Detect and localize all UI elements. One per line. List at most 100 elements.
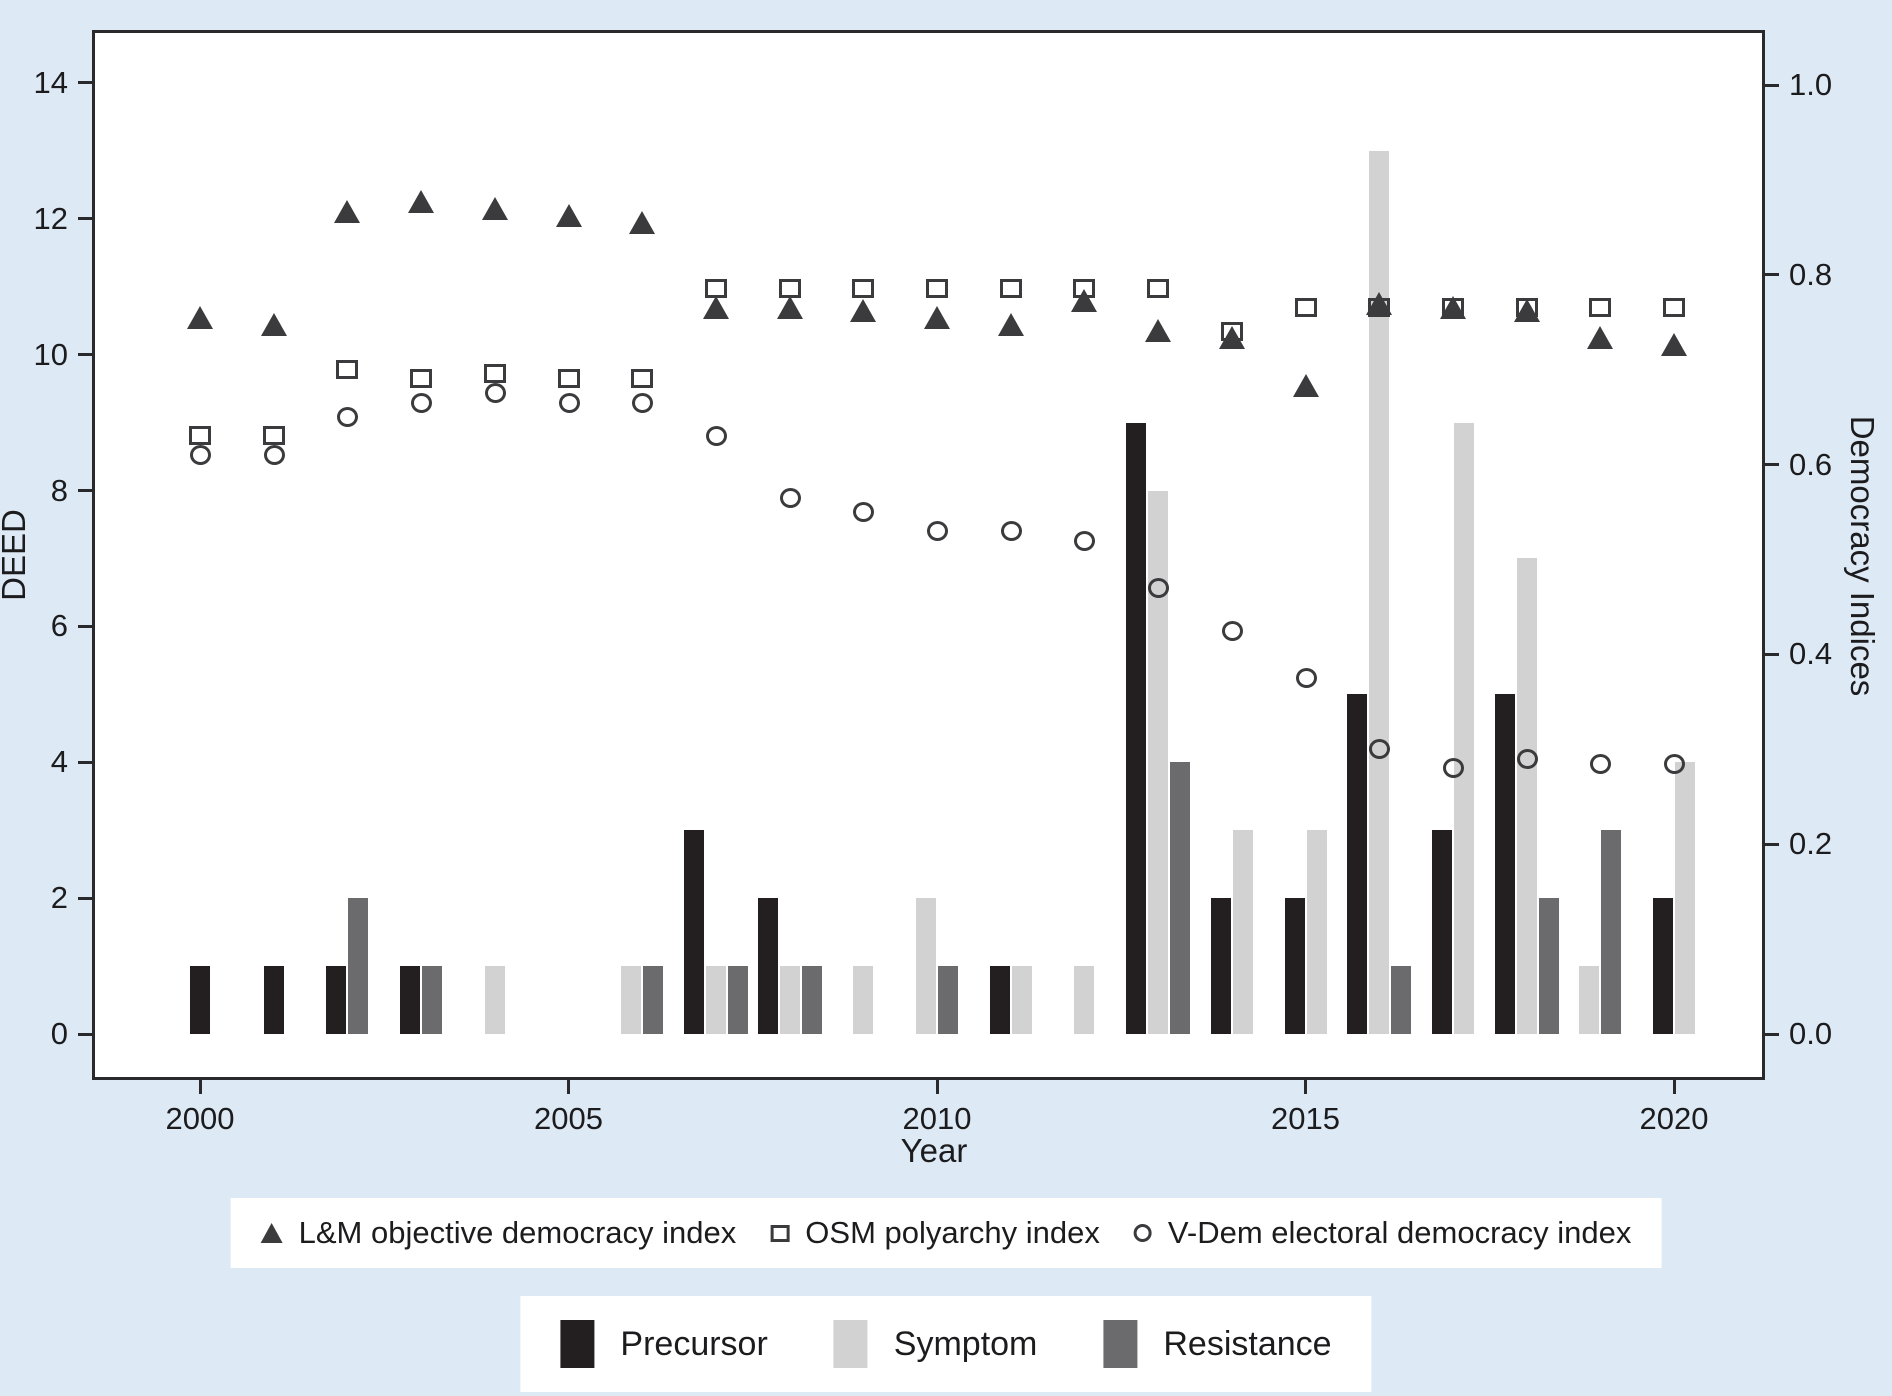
y-left-tick: [78, 489, 92, 493]
legend-item-label: L&M objective democracy index: [298, 1215, 737, 1250]
circle-marker: [927, 521, 948, 542]
square-marker: [336, 359, 359, 379]
triangle-marker: [702, 295, 729, 319]
resistance-swatch: [1103, 1320, 1138, 1368]
bar-resistance: [938, 966, 958, 1034]
bar-precursor: [263, 966, 284, 1034]
legend-markers: L&M objective democracy index OSM polyarc…: [230, 1198, 1662, 1268]
circle-marker: [263, 445, 285, 466]
y-right-tick-label: 0.2: [1789, 826, 1833, 862]
bar-symptom: [1516, 558, 1537, 1034]
y-right-tick-label: 0.0: [1789, 1016, 1833, 1051]
triangle-marker: [1218, 326, 1245, 350]
square-marker: [1220, 321, 1243, 341]
y-left-tick-label: 6: [50, 608, 68, 644]
y-left-tick-label: 12: [33, 200, 68, 236]
y-left-tick-label: 8: [50, 472, 68, 508]
y-left-tick: [78, 353, 92, 357]
circle-icon: [1133, 1224, 1152, 1242]
y-right-tick-label: 0.4: [1789, 636, 1833, 672]
square-marker: [1589, 298, 1612, 317]
x-tick-label: 2015: [1271, 1101, 1340, 1136]
triangle-marker: [1587, 326, 1614, 350]
bar-precursor: [326, 966, 347, 1034]
circle-marker: [1221, 620, 1243, 641]
circle-marker: [1000, 521, 1022, 542]
square-marker: [852, 279, 875, 299]
bar-resistance: [727, 966, 748, 1034]
y-right-tick-label: 0.8: [1789, 256, 1833, 292]
y-left-tick-label: 2: [50, 880, 68, 916]
square-marker: [778, 279, 801, 299]
y-right-tick: [1765, 273, 1779, 277]
x-tick: [567, 1080, 570, 1094]
bar-resistance: [1538, 898, 1559, 1034]
bar-symptom: [1232, 830, 1253, 1034]
bar-symptom: [916, 898, 936, 1034]
x-tick: [1304, 1080, 1307, 1094]
triangle-marker: [555, 203, 582, 227]
legend-item: Precursor: [560, 1320, 768, 1368]
circle-marker: [853, 502, 875, 523]
bar-precursor: [1494, 694, 1515, 1034]
bar-precursor: [1284, 898, 1305, 1034]
bar-symptom: [1074, 966, 1095, 1034]
circle-marker: [1074, 530, 1096, 551]
x-tick: [198, 1080, 202, 1094]
bar-resistance: [348, 898, 369, 1034]
square-marker: [1515, 298, 1538, 317]
triangle-marker: [1439, 295, 1466, 319]
x-axis-title: Year: [900, 1132, 968, 1169]
y-left-tick-label: 4: [50, 744, 68, 780]
legend-item: L&M objective democracy index: [260, 1215, 737, 1251]
circle-marker: [1664, 753, 1685, 774]
y-axis-left-title: DEED: [0, 509, 32, 601]
triangle-marker: [924, 305, 950, 329]
triangle-marker: [1071, 288, 1098, 312]
triangle-marker: [187, 305, 213, 329]
square-marker: [189, 426, 211, 446]
triangle-marker: [1292, 373, 1319, 397]
triangle-marker: [260, 312, 287, 336]
y-right-tick: [1765, 842, 1779, 846]
circle-marker: [1442, 758, 1464, 779]
square-icon: [770, 1224, 790, 1242]
legend-item-label: V-Dem electoral democracy index: [1167, 1215, 1632, 1250]
square-marker: [1368, 298, 1391, 317]
bar-precursor: [1210, 898, 1231, 1034]
triangle-marker: [776, 295, 803, 319]
triangle-marker: [408, 190, 435, 214]
legend-item-label: Symptom: [893, 1324, 1038, 1363]
y-left-tick-label: 0: [50, 1016, 68, 1051]
circle-marker: [1148, 577, 1170, 598]
x-tick-label: 2020: [1639, 1101, 1709, 1136]
bar-symptom: [779, 966, 800, 1034]
legend-item-label: OSM polyarchy index: [805, 1215, 1100, 1250]
circle-marker: [337, 407, 359, 428]
triangle-marker: [850, 298, 877, 322]
circle-marker: [411, 392, 433, 413]
symptom-swatch: [833, 1320, 868, 1368]
legend-item-label: Resistance: [1163, 1324, 1332, 1363]
circle-marker: [558, 392, 580, 413]
bar-symptom: [484, 966, 505, 1034]
bar-resistance: [1170, 762, 1191, 1034]
bar-precursor: [683, 830, 704, 1034]
triangle-marker: [1366, 292, 1393, 316]
precursor-swatch: [560, 1320, 595, 1368]
y-left-tick: [78, 760, 92, 764]
y-left-tick: [78, 624, 92, 628]
legend-item: V-Dem electoral democracy index: [1133, 1215, 1632, 1251]
y-right-tick-label: 1.0: [1789, 67, 1833, 102]
circle-marker: [779, 487, 801, 508]
y-right-tick: [1765, 1032, 1779, 1036]
square-marker: [1073, 279, 1096, 299]
bar-symptom: [621, 966, 642, 1034]
bar-precursor: [1431, 830, 1452, 1034]
bar-precursor: [190, 966, 210, 1034]
bar-resistance: [801, 966, 822, 1034]
bar-symptom: [853, 966, 874, 1034]
circle-marker: [1516, 748, 1538, 769]
bar-symptom: [1579, 966, 1600, 1034]
